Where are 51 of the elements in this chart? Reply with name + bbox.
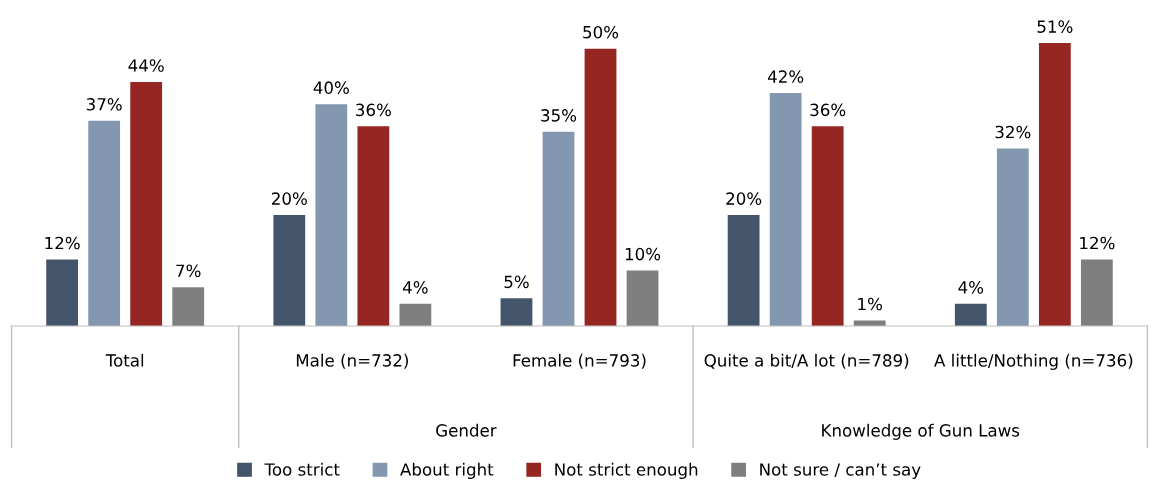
bar — [273, 215, 306, 327]
bar — [954, 303, 987, 327]
bar — [172, 287, 205, 327]
bar — [853, 320, 886, 327]
bar — [727, 215, 760, 327]
bar — [399, 303, 432, 327]
data-label: 50% — [583, 25, 619, 39]
data-label: 5% — [504, 275, 529, 289]
text: Gender — [436, 423, 497, 437]
bar — [542, 131, 575, 327]
data-label: 12% — [45, 236, 80, 250]
legend-label: Too strict — [264, 462, 340, 476]
data-label: 35% — [541, 109, 577, 122]
data-label: 4% — [958, 281, 984, 294]
data-label: 20% — [726, 192, 762, 205]
data-label: 1% — [858, 297, 882, 311]
data-label: 44% — [128, 59, 164, 72]
bar — [130, 81, 163, 327]
data-label: 12% — [1080, 236, 1115, 250]
bar — [811, 126, 844, 327]
x-tick-label: Quite a bit/A lot (n=789) — [704, 353, 909, 369]
data-label: 10% — [625, 247, 661, 261]
bar — [500, 298, 533, 327]
bar — [626, 270, 659, 327]
x-tick-label: A little/Nothing (n=736) — [934, 353, 1133, 370]
data-label: 36% — [810, 103, 846, 117]
bar — [46, 259, 79, 327]
text: Knowledge of Gun Laws — [822, 423, 1020, 440]
bar — [1038, 43, 1071, 327]
bar — [1080, 259, 1113, 327]
bar — [769, 93, 802, 327]
bar — [315, 104, 348, 327]
data-label: 7% — [176, 264, 201, 278]
data-label: 32% — [995, 125, 1031, 139]
legend-label: Not strict enough — [555, 462, 698, 479]
data-label: 51% — [1037, 20, 1073, 33]
data-label: 4% — [402, 281, 428, 294]
data-label: 42% — [767, 70, 804, 83]
bar — [357, 126, 390, 327]
bar — [996, 148, 1029, 327]
data-label: 40% — [313, 81, 349, 94]
x-tick-label: Female (n=793) — [513, 353, 646, 369]
bar — [584, 48, 617, 327]
x-tick-label: Male (n=732) — [296, 353, 408, 369]
bar — [88, 120, 121, 327]
legend-label: About right — [400, 462, 494, 479]
data-label: 20% — [272, 192, 307, 205]
legend-label: Not sure / can’t say — [760, 463, 921, 479]
data-label: 37% — [86, 98, 122, 111]
x-tick-label: Total — [105, 353, 144, 367]
data-label: 36% — [356, 103, 391, 117]
